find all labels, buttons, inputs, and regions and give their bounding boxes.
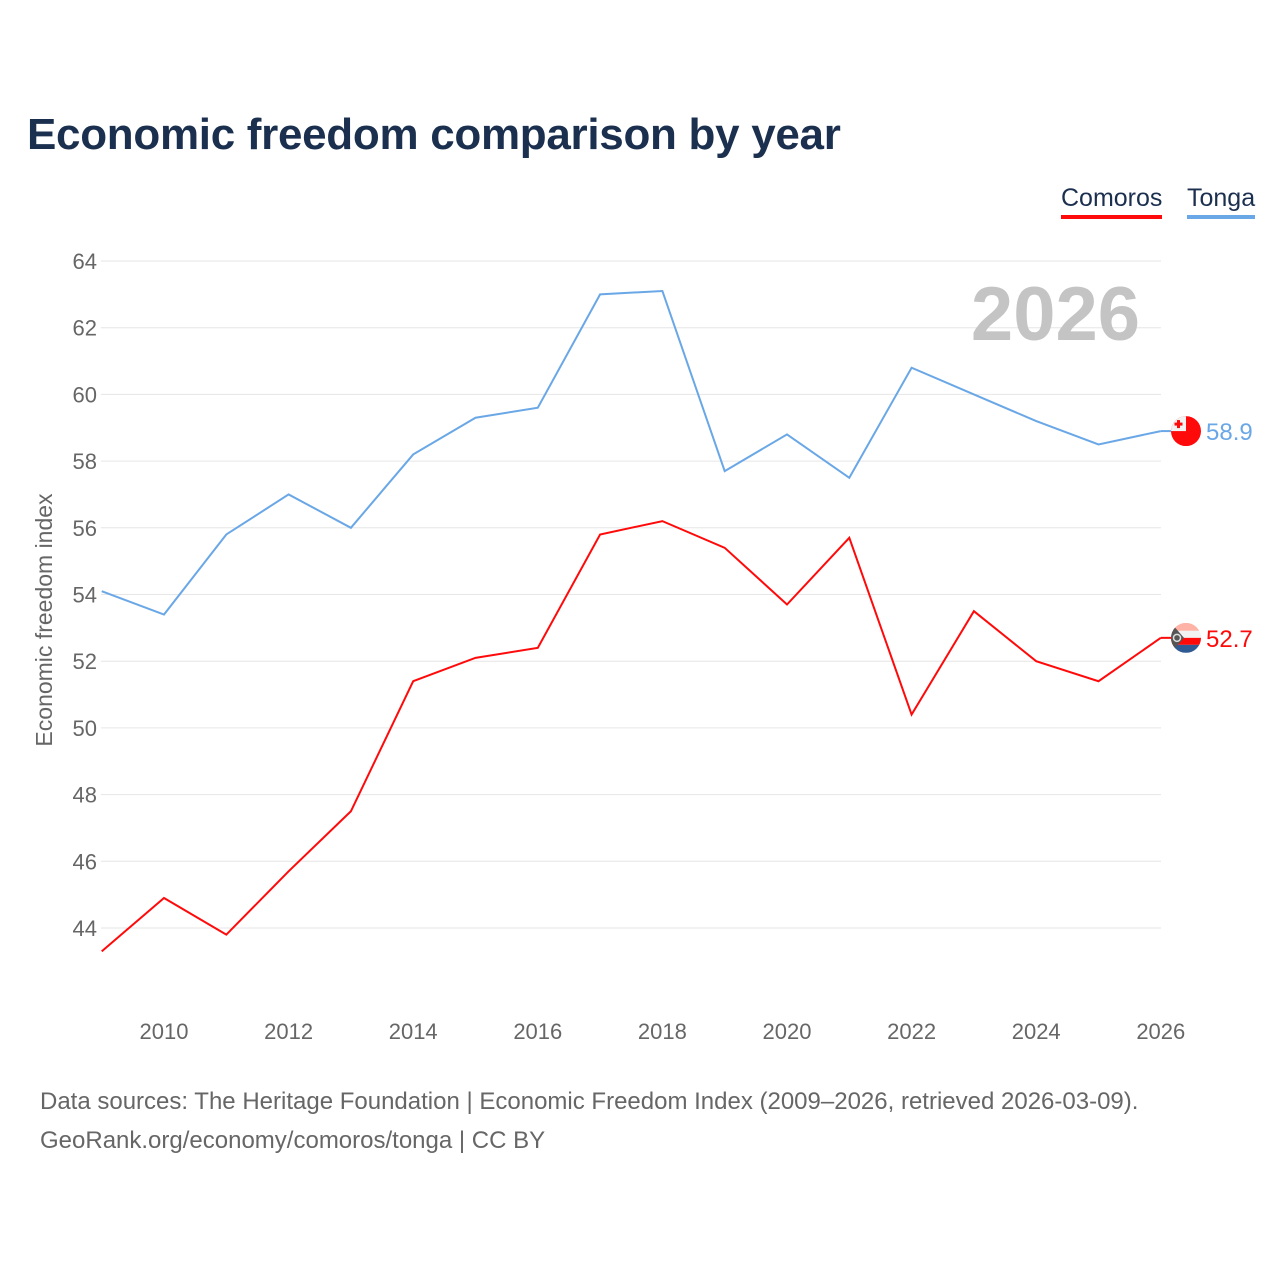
source-link[interactable]: GeoRank.org/economy/comoros/tonga | CC B… bbox=[40, 1127, 546, 1154]
data-point-tonga bbox=[410, 451, 416, 457]
data-point-comoros bbox=[161, 895, 167, 901]
source-text: Data sources: The Heritage Foundation | … bbox=[40, 1088, 1139, 1115]
legend-comoros[interactable]: Comoros bbox=[1061, 184, 1163, 219]
flag-stripe bbox=[1171, 644, 1201, 653]
x-tick-label: 2022 bbox=[887, 1019, 936, 1044]
data-point-comoros bbox=[348, 808, 354, 814]
x-tick-label: 2014 bbox=[389, 1019, 438, 1044]
data-point-comoros bbox=[909, 712, 915, 718]
data-point-tonga bbox=[535, 405, 541, 411]
year-watermark: 2026 bbox=[971, 272, 1140, 357]
data-point-comoros bbox=[971, 608, 977, 614]
flag-stripe bbox=[1171, 630, 1201, 638]
y-tick-label: 58 bbox=[73, 449, 97, 474]
flag-cross bbox=[1174, 422, 1183, 426]
data-point-tonga bbox=[99, 588, 105, 594]
data-point-tonga bbox=[348, 525, 354, 531]
y-tick-label: 46 bbox=[73, 849, 97, 874]
data-point-tonga bbox=[286, 491, 292, 497]
data-point-tonga bbox=[846, 475, 852, 481]
data-point-comoros bbox=[535, 645, 541, 651]
data-point-comoros bbox=[410, 678, 416, 684]
data-point-tonga bbox=[1033, 418, 1039, 424]
data-point-comoros bbox=[722, 545, 728, 551]
y-tick-label: 54 bbox=[73, 583, 97, 608]
y-tick-label: 44 bbox=[73, 916, 97, 941]
y-tick-label: 62 bbox=[73, 316, 97, 341]
comoros-flag-icon bbox=[1171, 622, 1201, 653]
tonga-flag-icon bbox=[1171, 416, 1201, 447]
data-point-comoros bbox=[473, 655, 479, 661]
x-tick-label: 2024 bbox=[1012, 1019, 1061, 1044]
chart-title: Economic freedom comparison by year bbox=[27, 110, 841, 159]
y-tick-label: 52 bbox=[73, 649, 97, 674]
y-tick-label: 50 bbox=[73, 716, 97, 741]
data-point-comoros bbox=[784, 602, 790, 608]
series-line-tonga bbox=[101, 289, 1162, 616]
flag-triangle bbox=[1171, 622, 1184, 653]
data-point-tonga bbox=[784, 431, 790, 437]
data-point-tonga bbox=[909, 365, 915, 371]
x-tick-label: 2026 bbox=[1136, 1019, 1185, 1044]
data-point-tonga bbox=[1096, 441, 1102, 447]
end-value-label-tonga: 58.9 bbox=[1206, 419, 1253, 446]
data-point-tonga bbox=[473, 415, 479, 421]
data-point-tonga bbox=[223, 531, 229, 537]
legend-tonga[interactable]: Tonga bbox=[1187, 184, 1256, 219]
end-value-label-comoros: 52.7 bbox=[1206, 626, 1253, 653]
series-line-comoros bbox=[101, 520, 1162, 953]
y-tick-label: 64 bbox=[73, 249, 97, 274]
data-point-tonga bbox=[971, 391, 977, 397]
data-point-tonga bbox=[161, 612, 167, 618]
x-tick-label: 2018 bbox=[638, 1019, 687, 1044]
data-point-comoros bbox=[846, 535, 852, 541]
data-point-tonga bbox=[659, 288, 665, 294]
x-tick-label: 2012 bbox=[264, 1019, 313, 1044]
flag-body bbox=[1171, 416, 1201, 447]
data-point-tonga bbox=[722, 468, 728, 474]
data-point-comoros bbox=[286, 868, 292, 874]
y-tick-label: 48 bbox=[73, 783, 97, 808]
flag-stripe bbox=[1171, 622, 1201, 631]
x-tick-label: 2020 bbox=[763, 1019, 812, 1044]
x-tick-label: 2010 bbox=[140, 1019, 189, 1044]
data-point-comoros bbox=[99, 948, 105, 954]
y-tick-label: 60 bbox=[73, 382, 97, 407]
data-point-comoros bbox=[659, 518, 665, 524]
data-point-comoros bbox=[1096, 678, 1102, 684]
data-point-comoros bbox=[1033, 658, 1039, 664]
y-axis-label: Economic freedom index bbox=[31, 493, 57, 747]
flag-body bbox=[1171, 622, 1201, 653]
data-point-comoros bbox=[597, 531, 603, 537]
x-tick-label: 2016 bbox=[513, 1019, 562, 1044]
data-point-tonga bbox=[597, 291, 603, 297]
flag-crescent bbox=[1172, 633, 1182, 643]
y-tick-label: 56 bbox=[73, 516, 97, 541]
data-point-comoros bbox=[223, 932, 229, 938]
flag-stripe bbox=[1171, 637, 1201, 645]
